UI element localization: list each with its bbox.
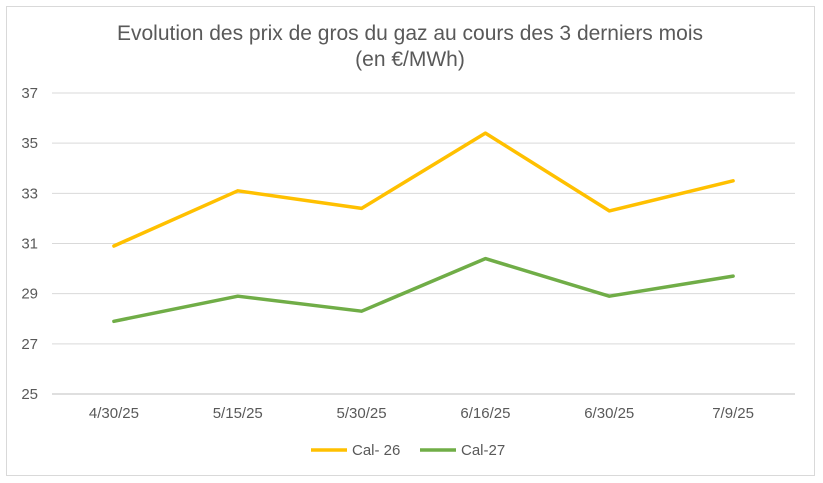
y-tick-label: 27	[21, 336, 38, 353]
x-tick-label: 4/30/25	[89, 405, 139, 422]
y-tick-label: 35	[21, 135, 38, 152]
series-lines	[112, 131, 735, 324]
chart-title: Evolution des prix de gros du gaz au cou…	[117, 22, 703, 45]
y-tick-label: 31	[21, 236, 38, 253]
y-tick-label: 37	[21, 85, 38, 102]
series-line-0	[112, 131, 735, 248]
x-axis-ticks: 4/30/25 5/15/25 5/30/25 6/16/25 6/30/25 7/9/2…	[89, 405, 754, 422]
y-tick-label: 29	[21, 286, 38, 303]
legend: Cal- 26 Cal-27	[311, 442, 505, 459]
gridlines	[52, 92, 795, 395]
legend-label-0: Cal- 26	[352, 442, 400, 459]
chart-frame	[6, 6, 815, 476]
y-tick-label: 25	[21, 386, 38, 403]
x-tick-label: 6/30/25	[584, 405, 634, 422]
x-tick-label: 5/30/25	[337, 405, 387, 422]
legend-label-1: Cal-27	[461, 442, 505, 459]
x-tick-label: 5/15/25	[213, 405, 263, 422]
y-tick-label: 33	[21, 185, 38, 202]
y-axis-ticks: 25 27 29 31 33 35 37	[21, 85, 38, 403]
x-tick-label: 7/9/25	[712, 405, 754, 422]
x-tick-label: 6/16/25	[460, 405, 510, 422]
chart-subtitle: (en €/MWh)	[355, 48, 465, 71]
series-line-1	[112, 256, 735, 324]
